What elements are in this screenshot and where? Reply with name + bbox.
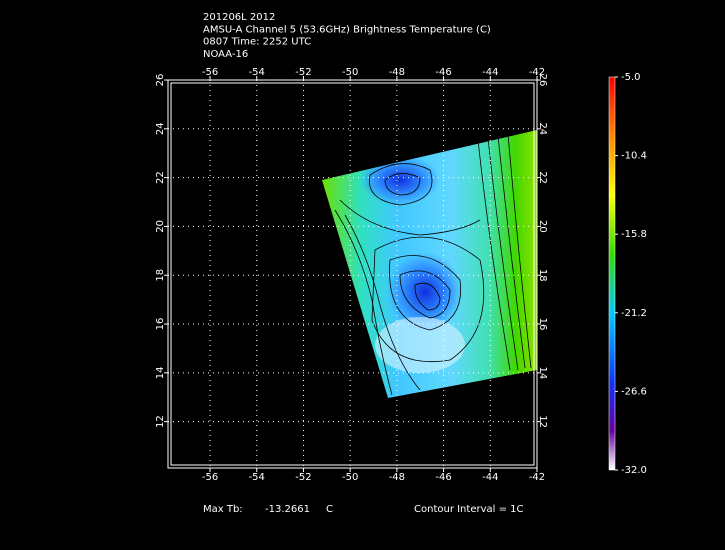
y-tick-label: 24 — [155, 122, 166, 135]
interval-label: Contour Interval = 1C — [414, 504, 524, 515]
colorbar-label: -5.0 — [621, 72, 641, 83]
swath — [322, 130, 537, 398]
y-tick-label: 22 — [155, 171, 166, 184]
plot-area: -56 -56 -54 -54 -52 -52 -50 -50 -48 -48 -46 -46 -44 -… — [155, 67, 548, 483]
y-tick-label: 18 — [155, 269, 166, 282]
y-tick-label: 14 — [537, 366, 548, 379]
colorbar-label: -21.2 — [621, 308, 647, 319]
x-tick-label: -56 — [202, 67, 218, 78]
x-tick-label: -46 — [435, 472, 451, 483]
max-unit: C — [326, 504, 333, 515]
title-line: 0807 Time: 2252 UTC — [203, 37, 311, 48]
y-tick-label: 20 — [155, 220, 166, 233]
y-tick-label: 26 — [537, 74, 548, 87]
frame — [170, 82, 535, 466]
frame — [167, 79, 538, 469]
colorbar-label: -32.0 — [621, 465, 647, 476]
colorbar-label: -10.4 — [621, 151, 647, 162]
x-tick-label: -54 — [249, 472, 265, 483]
y-tick-label: 12 — [155, 415, 166, 428]
y-tick-label: 22 — [537, 171, 548, 184]
x-tick-label: -46 — [435, 67, 451, 78]
y-tick-label: 24 — [537, 122, 548, 135]
y-tick-label: 20 — [537, 220, 548, 233]
x-tick-label: -44 — [482, 472, 498, 483]
x-tick-label: -50 — [342, 67, 358, 78]
x-tick-label: -48 — [389, 67, 405, 78]
title-line: AMSU-A Channel 5 (53.6GHz) Brightness Te… — [203, 24, 491, 35]
x-tick-label: -44 — [482, 67, 498, 78]
x-tick-label: -52 — [295, 67, 311, 78]
title-line: NOAA-16 — [203, 49, 248, 60]
max-label: Max Tb: — [203, 504, 243, 515]
y-tick-label: 14 — [155, 366, 166, 379]
max-value: -13.2661 — [265, 504, 310, 515]
y-tick-label: 12 — [537, 415, 548, 428]
colorbar-label: -26.6 — [621, 386, 647, 397]
x-tick-label: -52 — [295, 472, 311, 483]
x-tick-label: -54 — [249, 67, 265, 78]
x-tick-label: -48 — [389, 472, 405, 483]
colorbar-label: -15.8 — [621, 229, 647, 240]
x-tick-label: -42 — [529, 472, 545, 483]
colorbar — [608, 76, 616, 471]
y-tick-label: 16 — [537, 318, 548, 331]
y-tick-label: 16 — [155, 318, 166, 331]
y-tick-label: 18 — [537, 269, 548, 282]
x-tick-label: -50 — [342, 472, 358, 483]
y-tick-label: 26 — [155, 74, 166, 87]
title-line: 201206L 2012 — [203, 12, 275, 23]
x-tick-label: -56 — [202, 472, 218, 483]
x-tick-label: -42 — [529, 67, 545, 78]
